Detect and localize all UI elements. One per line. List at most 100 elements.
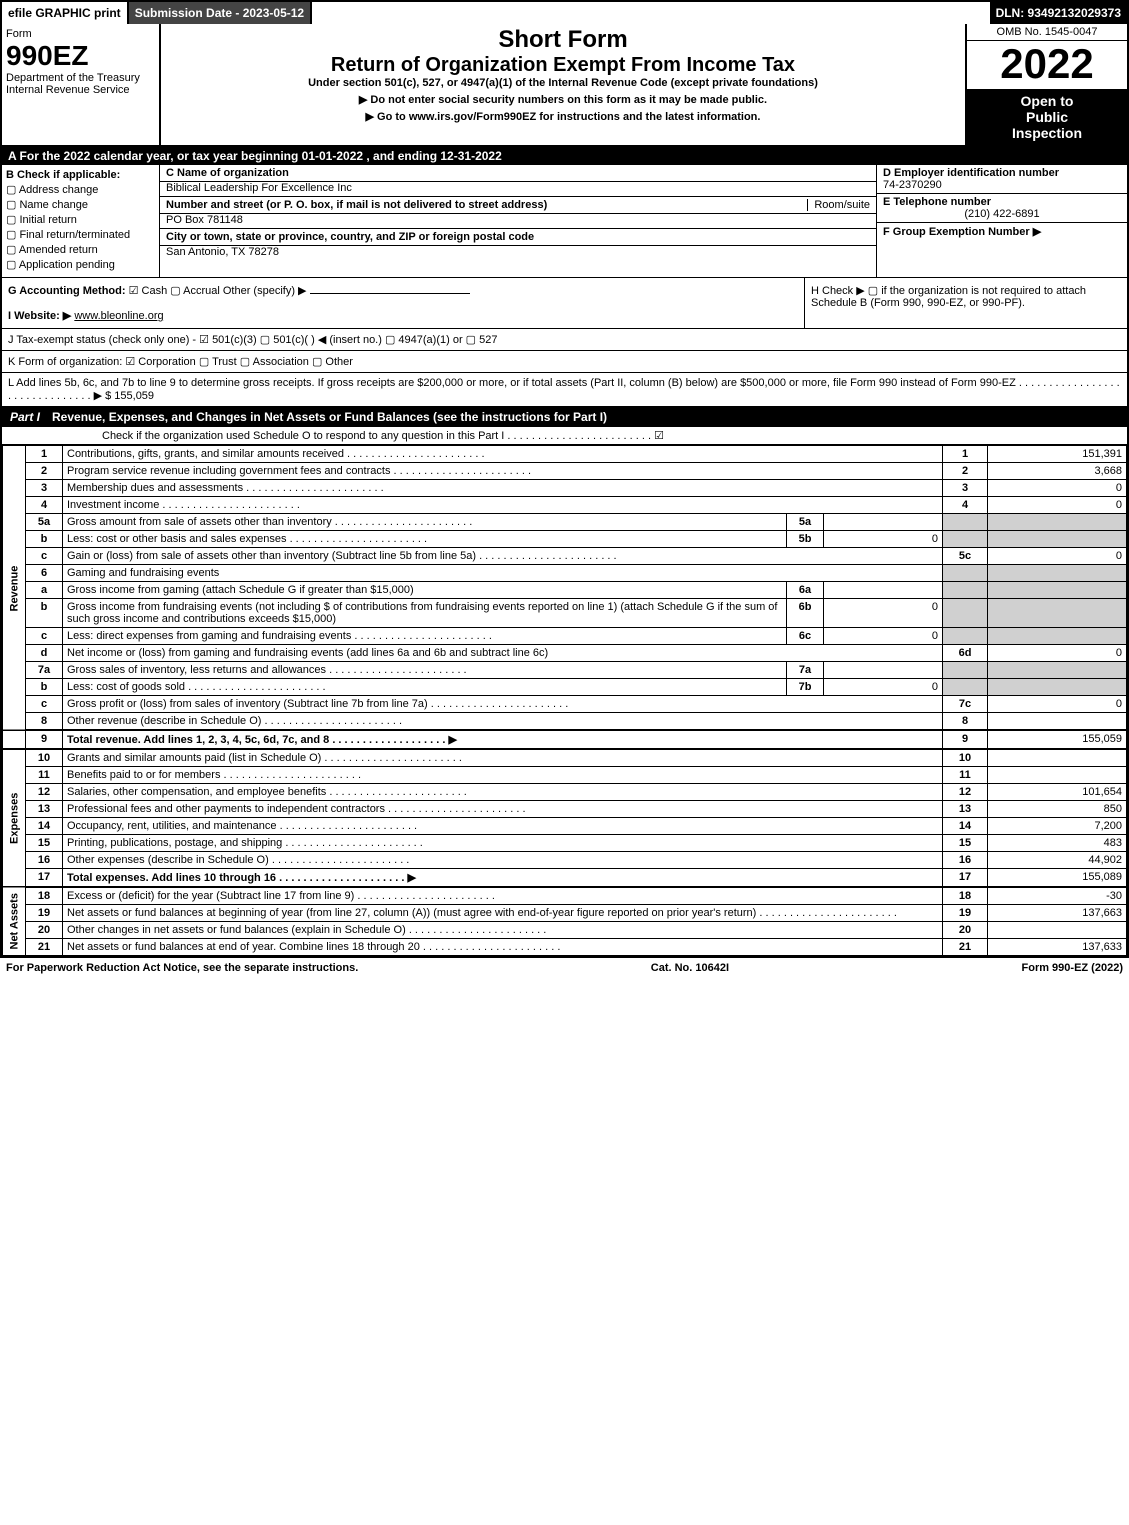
footer-right: Form 990-EZ (2022): [1022, 962, 1123, 974]
table-row: Revenue 1 Contributions, gifts, grants, …: [3, 446, 1127, 463]
section-b-title: B Check if applicable:: [6, 169, 155, 181]
meta-row: B Check if applicable: Address change Na…: [2, 165, 1127, 278]
footer-left: For Paperwork Reduction Act Notice, see …: [6, 962, 358, 974]
ssn-note: ▶ Do not enter social security numbers o…: [163, 93, 963, 106]
footer-center: Cat. No. 10642I: [651, 962, 729, 974]
section-c: C Name of organization Biblical Leadersh…: [160, 165, 877, 277]
chk-name-change[interactable]: Name change: [6, 198, 155, 211]
website-value[interactable]: www.bleonline.org: [74, 310, 163, 322]
chk-amended-return[interactable]: Amended return: [6, 243, 155, 256]
street-value: PO Box 781148: [166, 214, 243, 226]
table-row: bGross income from fundraising events (n…: [3, 599, 1127, 628]
header: Form 990EZ Department of the Treasury In…: [2, 24, 1127, 147]
omb-number: OMB No. 1545-0047: [967, 24, 1127, 41]
group-exemption-label: F Group Exemption Number ▶: [883, 225, 1121, 238]
g-accrual[interactable]: Accrual: [170, 285, 220, 297]
section-a-taxyear: A For the 2022 calendar year, or tax yea…: [2, 147, 1127, 165]
table-row: 3Membership dues and assessments30: [3, 480, 1127, 497]
form-990ez: efile GRAPHIC print Submission Date - 20…: [0, 0, 1129, 958]
chk-application-pending[interactable]: Application pending: [6, 258, 155, 271]
g-cash[interactable]: Cash: [129, 285, 168, 297]
expenses-sidelabel: Expenses: [3, 749, 26, 887]
table-row: cGross profit or (loss) from sales of in…: [3, 696, 1127, 713]
table-row: 12Salaries, other compensation, and empl…: [3, 784, 1127, 801]
efile-label[interactable]: efile GRAPHIC print: [2, 2, 129, 24]
chk-address-change[interactable]: Address change: [6, 183, 155, 196]
g-other-line[interactable]: [310, 293, 470, 294]
part1-title: Revenue, Expenses, and Changes in Net As…: [48, 407, 1127, 427]
part1-sub[interactable]: Check if the organization used Schedule …: [2, 427, 1127, 445]
lines-table: Revenue 1 Contributions, gifts, grants, …: [2, 445, 1127, 956]
row-l: L Add lines 5b, 6c, and 7b to line 9 to …: [2, 373, 1127, 407]
table-row: cGain or (loss) from sale of assets othe…: [3, 548, 1127, 565]
row-g: G Accounting Method: Cash Accrual Other …: [2, 278, 804, 328]
table-row: 6Gaming and fundraising events: [3, 565, 1127, 582]
table-row: 2Program service revenue including gover…: [3, 463, 1127, 480]
header-center: Short Form Return of Organization Exempt…: [161, 24, 967, 145]
dln-number: DLN: 93492132029373: [990, 2, 1127, 24]
row-l-amount: 155,059: [114, 390, 154, 402]
table-row: bLess: cost or other basis and sales exp…: [3, 531, 1127, 548]
netassets-sidelabel: Net Assets: [3, 887, 26, 956]
table-row: 19Net assets or fund balances at beginni…: [3, 905, 1127, 922]
row-l-text: L Add lines 5b, 6c, and 7b to line 9 to …: [8, 377, 1120, 402]
form-number: 990EZ: [6, 40, 155, 72]
ein-value: 74-2370290: [883, 179, 1121, 191]
spacer: [312, 2, 989, 24]
table-row: aGross income from gaming (attach Schedu…: [3, 582, 1127, 599]
g-other[interactable]: Other (specify) ▶: [223, 285, 307, 297]
table-row: 7aGross sales of inventory, less returns…: [3, 662, 1127, 679]
row-g-h: G Accounting Method: Cash Accrual Other …: [2, 278, 1127, 329]
table-row: Expenses 10Grants and similar amounts pa…: [3, 749, 1127, 767]
city-label: City or town, state or province, country…: [166, 231, 534, 243]
table-row: bLess: cost of goods sold7b0: [3, 679, 1127, 696]
part1-header: Part I Revenue, Expenses, and Changes in…: [2, 407, 1127, 427]
tel-label: E Telephone number: [883, 196, 1121, 208]
org-name: Biblical Leadership For Excellence Inc: [166, 182, 352, 194]
table-row: 15Printing, publications, postage, and s…: [3, 835, 1127, 852]
ein-label: D Employer identification number: [883, 167, 1121, 179]
city-value: San Antonio, TX 78278: [166, 246, 279, 258]
street-label: Number and street (or P. O. box, if mail…: [166, 199, 547, 211]
open-line3: Inspection: [971, 125, 1123, 141]
table-row: 8Other revenue (describe in Schedule O)8: [3, 713, 1127, 731]
dept-treasury: Department of the Treasury: [6, 72, 155, 84]
irs-label: Internal Revenue Service: [6, 84, 155, 96]
chk-initial-return[interactable]: Initial return: [6, 213, 155, 226]
table-row: 17Total expenses. Add lines 10 through 1…: [3, 869, 1127, 888]
lineno: 1: [26, 446, 63, 463]
table-row: 5aGross amount from sale of assets other…: [3, 514, 1127, 531]
short-form-title: Short Form: [163, 26, 963, 54]
row-j[interactable]: J Tax-exempt status (check only one) - ☑…: [2, 329, 1127, 351]
part1-sub-text: Check if the organization used Schedule …: [102, 429, 664, 442]
row-k[interactable]: K Form of organization: ☑ Corporation ▢ …: [2, 351, 1127, 373]
header-left: Form 990EZ Department of the Treasury In…: [2, 24, 161, 145]
g-label: G Accounting Method:: [8, 285, 126, 297]
amount: 151,391: [988, 446, 1127, 463]
table-row: 16Other expenses (describe in Schedule O…: [3, 852, 1127, 869]
part1-label: Part I: [2, 407, 48, 427]
refno: 1: [943, 446, 988, 463]
table-row: 13Professional fees and other payments t…: [3, 801, 1127, 818]
table-row: dNet income or (loss) from gaming and fu…: [3, 645, 1127, 662]
under-section: Under section 501(c), 527, or 4947(a)(1)…: [163, 77, 963, 89]
form-word: Form: [6, 28, 155, 40]
table-row: 9Total revenue. Add lines 1, 2, 3, 4, 5c…: [3, 730, 1127, 749]
topbar: efile GRAPHIC print Submission Date - 20…: [2, 2, 1127, 24]
revenue-sidelabel: Revenue: [3, 446, 26, 731]
section-b: B Check if applicable: Address change Na…: [2, 165, 160, 277]
table-row: 11Benefits paid to or for members11: [3, 767, 1127, 784]
table-row: 4Investment income40: [3, 497, 1127, 514]
goto-note[interactable]: ▶ Go to www.irs.gov/Form990EZ for instru…: [163, 110, 963, 123]
table-row: Net Assets 18Excess or (deficit) for the…: [3, 887, 1127, 905]
row-h[interactable]: H Check ▶ ▢ if the organization is not r…: [804, 278, 1127, 328]
line-desc: Contributions, gifts, grants, and simila…: [67, 448, 485, 460]
open-to-public: Open to Public Inspection: [967, 89, 1127, 145]
table-row: 21Net assets or fund balances at end of …: [3, 939, 1127, 956]
c-name-label: C Name of organization: [166, 167, 289, 179]
tax-year: 2022: [967, 41, 1127, 87]
open-line1: Open to: [971, 93, 1123, 109]
submission-date: Submission Date - 2023-05-12: [129, 2, 312, 24]
i-label: I Website: ▶: [8, 310, 71, 322]
chk-final-return[interactable]: Final return/terminated: [6, 228, 155, 241]
